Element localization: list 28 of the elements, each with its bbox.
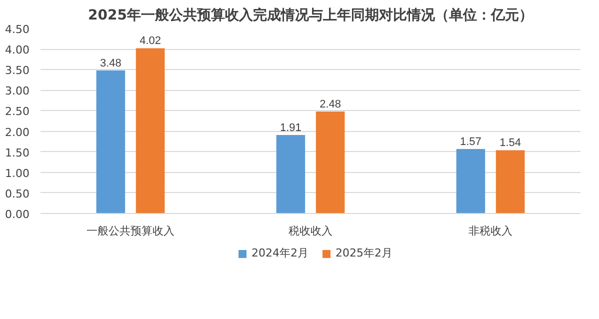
x-tick-label: 税收收入 <box>288 224 332 238</box>
x-tick-label: 一般公共预算收入 <box>86 224 174 238</box>
y-tick-label: 2.50 <box>5 105 30 118</box>
y-tick-label: 3.00 <box>5 84 30 98</box>
y-tick-label: 1.00 <box>5 166 30 180</box>
bar <box>496 150 525 214</box>
data-label: 1.91 <box>280 122 302 134</box>
data-label: 1.54 <box>500 137 522 150</box>
data-label: 2.48 <box>320 98 342 111</box>
bar <box>316 112 345 214</box>
data-label: 3.48 <box>100 57 122 70</box>
data-label: 4.02 <box>140 35 162 48</box>
y-tick-label: 4.50 <box>5 23 30 36</box>
bar <box>136 48 165 214</box>
y-tick-label: 1.50 <box>5 146 30 160</box>
y-tick-label: 0.50 <box>5 187 30 200</box>
bar <box>96 70 126 214</box>
y-tick-label: 0.00 <box>5 208 30 221</box>
legend-label: 2024年2月 <box>252 246 308 260</box>
y-tick-label: 3.50 <box>5 64 30 78</box>
legend-label: 2025年2月 <box>336 246 392 260</box>
chart-title: 2025年一般公共预算收入完成情况与上年同期对比情况（单位：亿元） <box>88 6 533 24</box>
data-label: 1.57 <box>460 136 482 148</box>
y-tick-label: 2.00 <box>5 126 30 139</box>
y-tick-label: 4.00 <box>5 44 30 57</box>
bar <box>456 148 486 214</box>
x-tick-label: 非税收入 <box>468 224 512 238</box>
bar <box>276 134 306 214</box>
